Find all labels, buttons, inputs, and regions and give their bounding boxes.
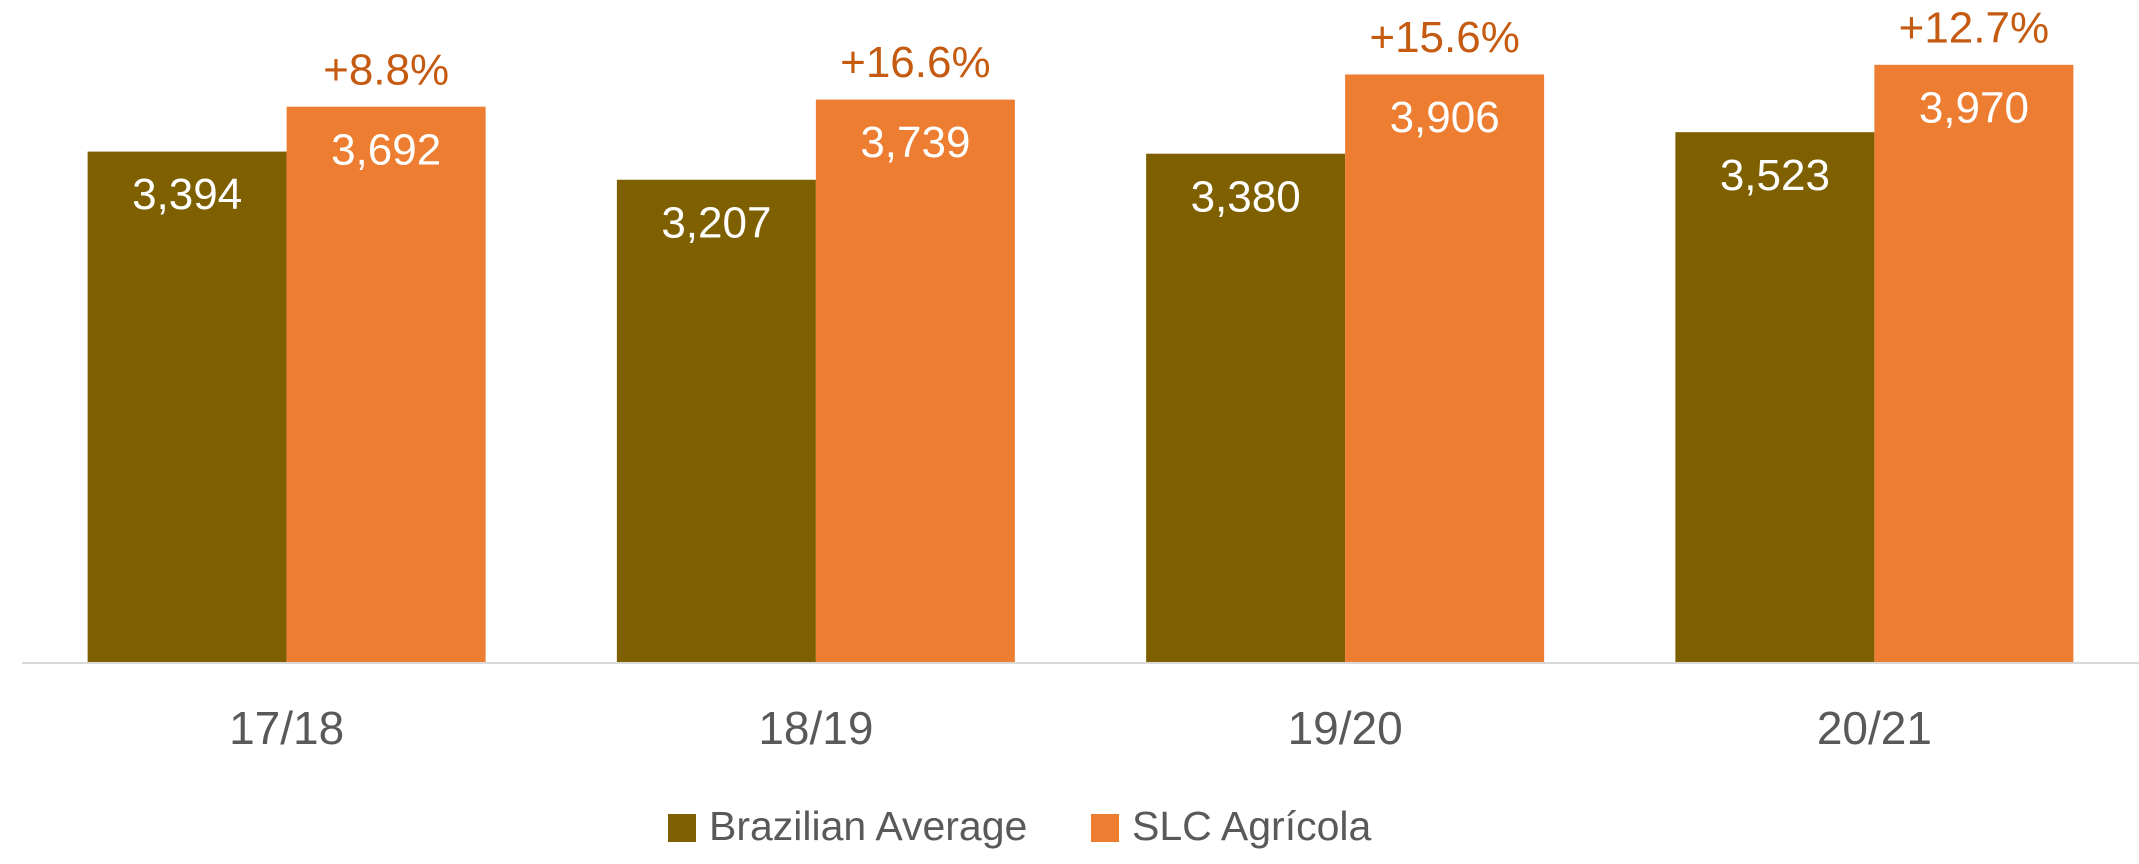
x-tick-label: 20/21 bbox=[1817, 702, 1932, 754]
legend-label: SLC Agrícola bbox=[1132, 803, 1371, 849]
value-label: 3,207 bbox=[661, 198, 771, 247]
growth-annotation: +15.6% bbox=[1369, 13, 1519, 62]
value-label: 3,394 bbox=[132, 170, 242, 219]
legend-swatch bbox=[1091, 814, 1119, 842]
value-label: 3,692 bbox=[331, 125, 441, 174]
x-tick-label: 18/19 bbox=[758, 702, 873, 754]
value-label: 3,970 bbox=[1919, 83, 2029, 132]
bar bbox=[815, 99, 1015, 663]
bar bbox=[1146, 153, 1346, 664]
growth-annotation: +8.8% bbox=[323, 45, 449, 94]
bar bbox=[1675, 132, 1875, 663]
growth-annotation: +16.6% bbox=[840, 38, 990, 87]
bar bbox=[616, 179, 816, 663]
value-label: 3,739 bbox=[860, 118, 970, 167]
value-label: 3,906 bbox=[1390, 93, 1500, 142]
value-label: 3,523 bbox=[1720, 151, 1830, 200]
bar bbox=[1874, 64, 2074, 663]
legend-swatch bbox=[668, 814, 696, 842]
value-label: 3,380 bbox=[1191, 172, 1301, 221]
bar bbox=[286, 106, 486, 663]
legend-label: Brazilian Average bbox=[709, 803, 1027, 849]
bar bbox=[87, 151, 287, 663]
x-tick-label: 19/20 bbox=[1288, 702, 1403, 754]
x-tick-label: 17/18 bbox=[229, 702, 344, 754]
growth-annotation: +12.7% bbox=[1899, 3, 2049, 52]
bar bbox=[1345, 74, 1545, 663]
